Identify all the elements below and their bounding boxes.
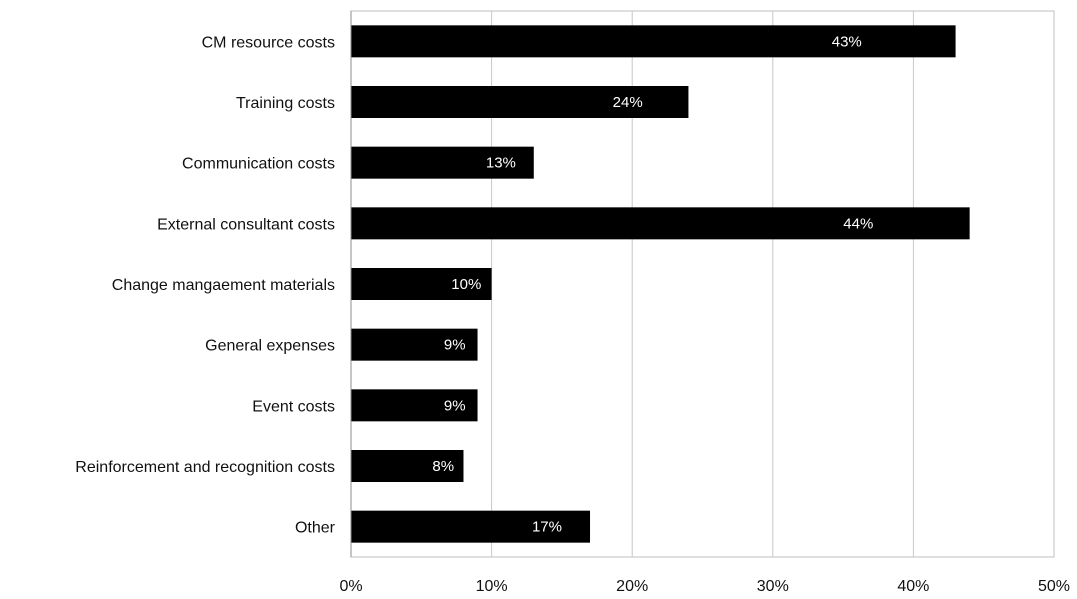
bar xyxy=(351,450,464,482)
category-label: General expenses xyxy=(205,338,335,355)
bar xyxy=(351,389,478,422)
bar-data-label: 13% xyxy=(486,155,516,172)
category-label: Event costs xyxy=(252,398,335,415)
bar-data-label: 10% xyxy=(451,276,481,293)
bar xyxy=(351,146,534,179)
category-label: Other xyxy=(295,520,336,537)
bar-data-label: 8% xyxy=(432,458,454,475)
bar xyxy=(351,510,591,543)
bar xyxy=(351,86,689,118)
bar-data-label: 9% xyxy=(444,337,466,354)
x-tick-label: 50% xyxy=(1038,578,1070,595)
bar-data-label: 9% xyxy=(444,397,466,414)
bar xyxy=(351,328,478,361)
x-tick-label: 30% xyxy=(757,578,789,595)
bar-data-label: 44% xyxy=(843,215,873,232)
bars: 43% 24% 13% 44% 10% 9% 9% 8% 17% xyxy=(351,25,970,543)
bar xyxy=(351,207,970,240)
category-label: External consultant costs xyxy=(157,216,335,233)
bar-data-label: 43% xyxy=(832,33,862,50)
bar xyxy=(351,268,492,300)
bar-data-label: 17% xyxy=(532,519,562,536)
category-label: Training costs xyxy=(236,95,335,112)
bar xyxy=(351,25,956,58)
x-tick-label: 10% xyxy=(476,578,508,595)
category-label: CM resource costs xyxy=(202,34,335,51)
x-tick-label: 40% xyxy=(897,578,929,595)
category-labels: CM resource costs Training costs Communica… xyxy=(75,34,335,536)
x-axis-tick-labels: 0% 10% 20% 30% 40% 50% xyxy=(339,578,1070,595)
category-label: Communication costs xyxy=(182,156,335,173)
x-tick-label: 0% xyxy=(339,578,362,595)
x-tick-label: 20% xyxy=(616,578,648,595)
category-label: Reinforcement and recognition costs xyxy=(75,459,335,476)
bar-data-label: 24% xyxy=(613,94,643,111)
category-label: Change mangaement materials xyxy=(112,277,335,294)
